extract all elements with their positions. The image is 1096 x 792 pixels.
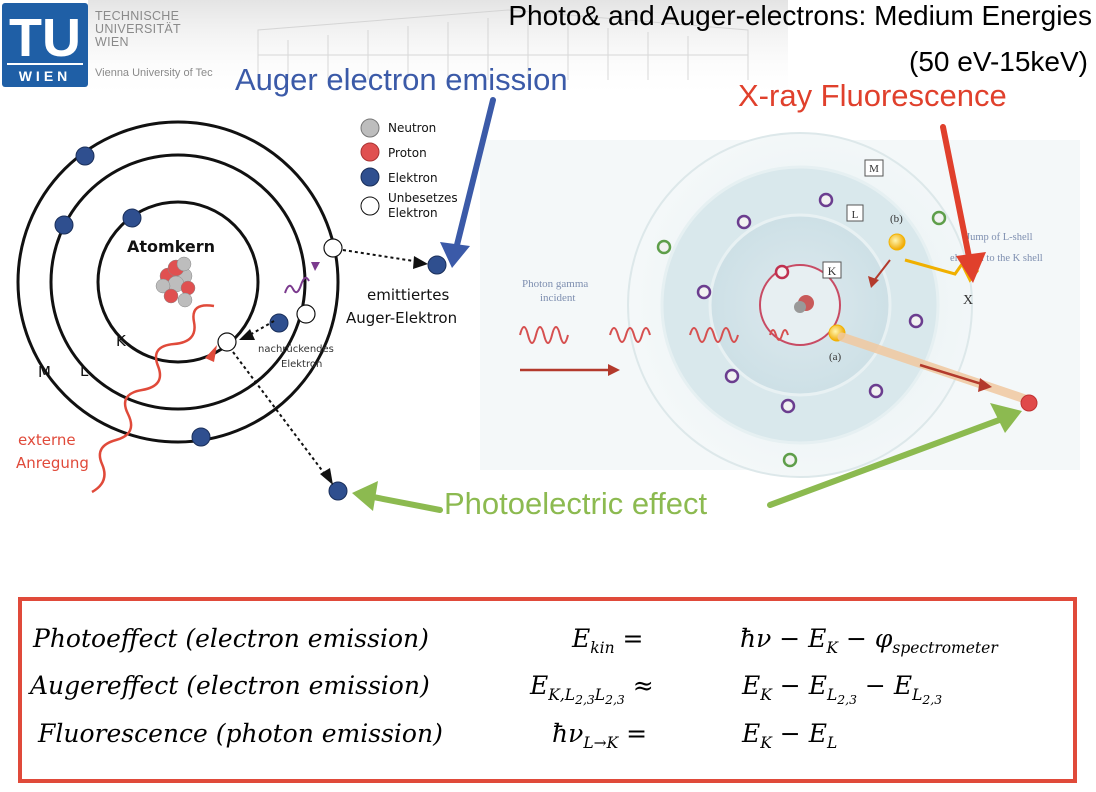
- shell-m-label: M: [869, 163, 879, 175]
- logo-line-1: TECHNISCHE: [95, 9, 180, 23]
- shell-m: M: [38, 363, 51, 381]
- slide-title: Photo& and Auger-electrons: Medium Energ…: [508, 0, 1092, 31]
- photon-incident-line1: Photon gamma: [522, 278, 588, 290]
- auger-atom-diagram: K L M Atomkern exte: [16, 118, 458, 501]
- photo-electron: [328, 481, 348, 501]
- eq3-lhs: ħνL→K =: [552, 719, 648, 752]
- auger-electron: [427, 255, 447, 275]
- l-electron: [724, 368, 740, 384]
- legend-electron: Elektron: [388, 171, 438, 185]
- legend-proton: Proton: [388, 146, 427, 160]
- nucleus: [155, 256, 196, 308]
- shell-k-label: K: [828, 264, 837, 278]
- eq1-rhs: ħν − EK − φspectrometer: [740, 624, 998, 657]
- logo-line-4: Vienna University of Tec: [95, 67, 213, 79]
- eq2-lhs: EK,L2,3L2,3 ≈: [530, 671, 654, 708]
- emitted-label-line1: emittiertes: [367, 286, 449, 304]
- eq1-lhs: Ekin =: [572, 624, 644, 657]
- legend-vacancy-line2: Elektron: [388, 206, 438, 220]
- label-b: (b): [890, 213, 903, 225]
- slide-subtitle: (50 eV-15keV): [909, 46, 1088, 77]
- k-electron: [774, 264, 790, 280]
- electron: [54, 215, 74, 235]
- photon-incident-line2: incident: [540, 292, 575, 304]
- m-electron: [782, 452, 798, 468]
- auger-emission-callout: Auger electron emission: [235, 62, 568, 97]
- shell-k: K: [116, 332, 127, 350]
- moving-label-line2: Elektron: [281, 359, 322, 370]
- m-electron: [656, 239, 672, 255]
- shell-l-label: L: [852, 209, 859, 221]
- l-electron: [780, 398, 796, 414]
- jump-label-line1: Jump of L-shell: [966, 232, 1033, 243]
- m-electron: [931, 210, 947, 226]
- shell-l: L: [80, 362, 89, 380]
- legend-vacancy-line1: Unbesetzes: [388, 191, 458, 205]
- header-building-photo: [88, 0, 788, 100]
- l-electron: [868, 383, 884, 399]
- l-electron: [908, 313, 924, 329]
- logo-line-3: WIEN: [95, 35, 129, 49]
- moving-label-line1: nachrückendes: [258, 344, 334, 355]
- xray-fluorescence-callout: X-ray Fluorescence: [738, 78, 1007, 113]
- callout-arrows: [352, 97, 1022, 513]
- vacancy: [217, 332, 237, 352]
- fluorescence-atom-diagram: M L K Photon gamma incident (a) (b) X Ju…: [480, 120, 1080, 480]
- logo-wien-letters: WIEN: [19, 68, 72, 84]
- eq3-rhs: EK − EL: [742, 719, 838, 752]
- excitation-line1: externe: [18, 431, 76, 449]
- emitted-label-line2: Auger-Elektron: [346, 309, 457, 327]
- electron: [75, 146, 95, 166]
- vacancy: [323, 238, 343, 258]
- l-electron: [818, 192, 834, 208]
- electron: [122, 208, 142, 228]
- vacancy: [296, 304, 316, 324]
- eq2-rhs: EK − EL2,3 − EL2,3: [742, 671, 943, 708]
- excitation-line2: Anregung: [16, 454, 89, 472]
- jump-label-line2: electron to the K shell: [950, 253, 1043, 264]
- university-name: TECHNISCHE UNIVERSITÄT WIEN: [95, 10, 181, 49]
- legend: Neutron Proton Elektron Unbesetzes Elekt…: [360, 118, 458, 220]
- x-ray-label: X: [963, 293, 973, 308]
- eq1-name: Photoeffect (electron emission): [33, 624, 429, 653]
- electron: [191, 427, 211, 447]
- photoelectric-effect-callout: Photoelectric effect: [444, 486, 708, 521]
- eq2-name: Augereffect (electron emission): [30, 671, 430, 700]
- logo-tu-letters: TU: [9, 8, 81, 68]
- l-electron: [696, 284, 712, 300]
- electron: [269, 313, 289, 333]
- legend-neutron: Neutron: [388, 121, 436, 135]
- tu-wien-logo: TU WIEN: [2, 3, 88, 87]
- l-electron: [736, 214, 752, 230]
- eq3-name: Fluorescence (photon emission): [38, 719, 443, 748]
- nucleus-label: Atomkern: [127, 237, 215, 256]
- logo-line-2: UNIVERSITÄT: [95, 22, 181, 36]
- equations-box: [18, 597, 1077, 783]
- label-a: (a): [829, 351, 842, 363]
